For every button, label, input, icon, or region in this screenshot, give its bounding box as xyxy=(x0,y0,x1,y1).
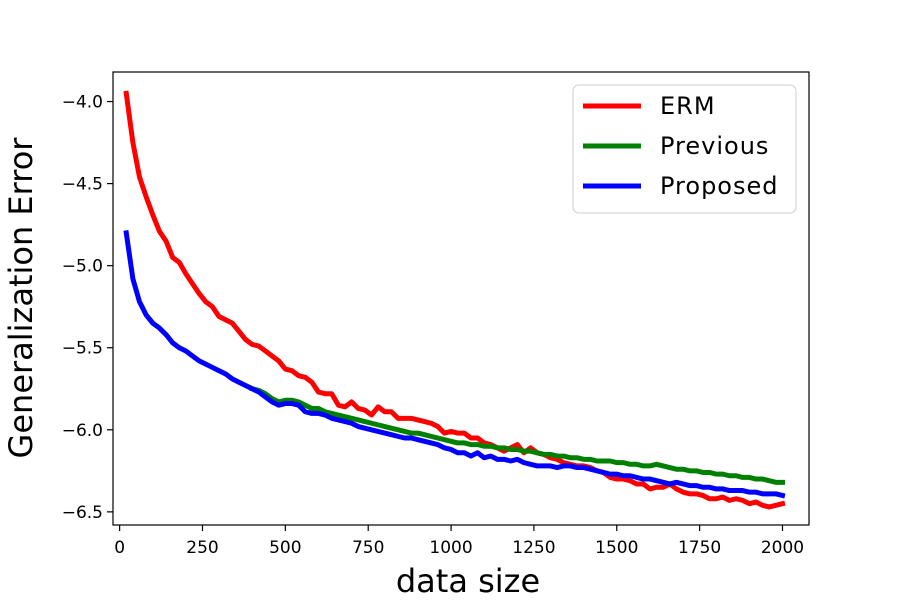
plot-frame xyxy=(112,71,810,526)
legend-box xyxy=(572,84,797,214)
legend: ERM Previous Proposed xyxy=(572,84,797,214)
y-tick-label: −5.0 xyxy=(62,257,103,277)
x-axis-label: data size xyxy=(396,562,540,600)
x-tick-label: 1250 xyxy=(512,538,555,558)
x-tick-label: 0 xyxy=(114,538,125,558)
series-layer xyxy=(123,90,786,510)
x-tick-label: 250 xyxy=(186,538,218,558)
x-tick-label: 1750 xyxy=(678,538,721,558)
series-line-proposed xyxy=(123,230,786,499)
x-tick-label: 500 xyxy=(269,538,301,558)
legend-label-proposed: Proposed xyxy=(660,172,779,200)
x-axis-ticks: 0 250 500 750 1000 1250 1500 1750 2000 xyxy=(114,525,804,558)
y-tick-label: −4.0 xyxy=(62,93,103,113)
y-axis-ticks: −6.5 −6.0 −5.5 −5.0 −4.5 −4.0 xyxy=(62,93,113,523)
legend-label-previous: Previous xyxy=(660,132,769,160)
y-tick-label: −6.5 xyxy=(62,503,103,523)
legend-label-erm: ERM xyxy=(660,92,716,120)
legend-items: ERM Previous Proposed xyxy=(583,92,779,200)
x-tick-label: 2000 xyxy=(761,538,804,558)
y-axis-label: Generalization Error xyxy=(2,137,40,459)
x-tick-label: 1500 xyxy=(595,538,638,558)
y-tick-label: −6.0 xyxy=(62,421,103,441)
x-tick-label: 750 xyxy=(352,538,384,558)
series-line-erm xyxy=(123,90,786,510)
series-line-previous xyxy=(249,385,785,485)
y-tick-label: −4.5 xyxy=(62,175,103,195)
y-tick-label: −5.5 xyxy=(62,339,103,359)
x-tick-label: 1000 xyxy=(429,538,472,558)
